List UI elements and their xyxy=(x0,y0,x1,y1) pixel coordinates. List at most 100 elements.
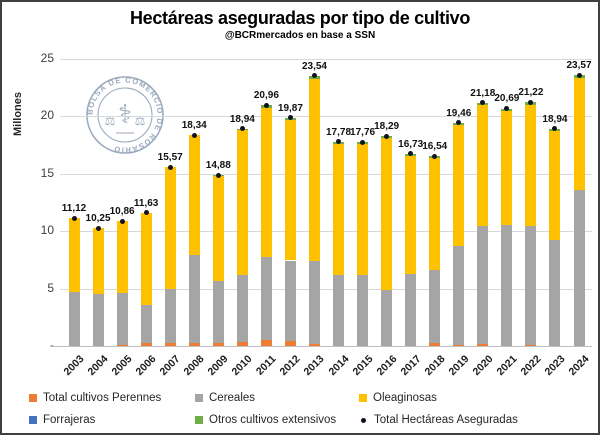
legend-item-oleaginosas: Oleaginosas xyxy=(359,392,437,404)
chart-subtitle: @BCRmercados en base a SSN xyxy=(224,30,376,41)
gridline xyxy=(60,59,592,60)
total-value-label: 20,96 xyxy=(253,90,279,102)
bar-segment-oleaginosas xyxy=(236,129,248,276)
legend-label: Total cultivos Perennes xyxy=(43,392,162,404)
total-marker-dot xyxy=(480,100,486,106)
legend-square-marker xyxy=(359,394,367,402)
bar-segment-cereales xyxy=(188,254,200,343)
bar-segment-oleaginosas xyxy=(116,221,128,293)
bar-segment-oleaginosas xyxy=(501,110,513,225)
bar-segment-oleaginosas xyxy=(549,130,561,241)
bar-segment-cereales xyxy=(333,274,345,346)
bar-segment-cereales xyxy=(501,224,513,346)
legend-square-marker xyxy=(29,394,37,402)
total-marker-dot xyxy=(552,126,558,132)
total-marker-dot xyxy=(119,218,125,224)
total-value-label: 16,54 xyxy=(422,141,448,153)
bar-segment-cereales xyxy=(477,226,489,344)
bar-segment-oleaginosas xyxy=(212,176,224,282)
total-value-label: 18,94 xyxy=(229,113,255,125)
bar-segment-oleaginosas xyxy=(573,77,585,190)
legend-label: Forrajeras xyxy=(43,414,96,426)
total-value-label: 18,94 xyxy=(542,113,568,125)
total-value-label: 20,69 xyxy=(494,93,520,105)
bar-segment-cereales xyxy=(260,257,272,340)
bar-segment-cereales xyxy=(429,269,441,344)
total-marker-dot xyxy=(336,139,342,145)
y-tick-label: 15 xyxy=(40,165,54,180)
bar-segment-oleaginosas xyxy=(284,120,296,261)
total-value-label: 15,57 xyxy=(157,152,183,164)
bar-segment-oleaginosas xyxy=(357,144,369,275)
legend-dot-marker xyxy=(361,417,366,423)
bar-segment-cereales xyxy=(212,281,224,343)
bar-segment-total-cultivos-perennes xyxy=(525,344,537,346)
bar-segment-total-cultivos-perennes xyxy=(116,344,128,346)
total-value-label: 17,78 xyxy=(326,126,352,138)
y-tick-label: 10 xyxy=(40,223,54,238)
legend: Total cultivos Perennes Cereales Oleaginos… xyxy=(2,386,598,433)
bar-segment-total-cultivos-perennes xyxy=(164,342,176,346)
total-marker-dot xyxy=(215,172,221,178)
y-tick-label: - xyxy=(50,338,54,352)
bar-segment-cereales xyxy=(549,240,561,346)
bar-segment-total-cultivos-perennes xyxy=(429,343,441,346)
legend-square-marker xyxy=(29,416,37,424)
total-value-label: 18,34 xyxy=(181,120,207,132)
bar-segment-cereales xyxy=(68,292,80,346)
bar-segment-oleaginosas xyxy=(477,105,489,227)
bar-segment-oleaginosas xyxy=(453,124,465,247)
legend-label: Oleaginosas xyxy=(373,392,437,404)
bar-segment-cereales xyxy=(357,274,369,346)
legend-label: Otros cultivos extensivos xyxy=(209,414,337,426)
bar-segment-oleaginosas xyxy=(333,144,345,275)
bar-segment-total-cultivos-perennes xyxy=(188,342,200,346)
bar-segment-oleaginosas xyxy=(260,107,272,258)
total-value-label: 19,46 xyxy=(446,107,472,119)
bar-segment-cereales xyxy=(308,261,320,345)
bar-segment-oleaginosas xyxy=(140,212,152,305)
bar-segment-oleaginosas xyxy=(308,78,320,262)
gridline xyxy=(60,116,592,118)
bar-segment-total-cultivos-perennes xyxy=(284,341,296,346)
total-marker-dot xyxy=(71,215,77,221)
total-value-label: 23,54 xyxy=(301,60,327,72)
y-tick-label: 20 xyxy=(40,108,54,123)
legend-square-marker xyxy=(195,416,203,424)
legend-item-otros-cultivos-extensivos: Otros cultivos extensivos xyxy=(195,414,336,426)
gridline xyxy=(60,173,592,175)
bar-segment-total-cultivos-perennes xyxy=(212,342,224,346)
total-value-label: 14,88 xyxy=(205,160,231,172)
legend-label: Cereales xyxy=(209,392,256,404)
bar-segment-total-cultivos-perennes xyxy=(260,339,272,346)
y-tick-label: 5 xyxy=(47,280,54,295)
total-value-label: 19,87 xyxy=(277,102,303,114)
bar-segment-total-cultivos-perennes xyxy=(308,344,320,346)
bar-segment-cereales xyxy=(92,294,104,346)
total-value-label: 11,63 xyxy=(133,197,159,209)
total-marker-dot xyxy=(167,164,173,170)
bar-segment-oleaginosas xyxy=(429,157,441,270)
bar-segment-oleaginosas xyxy=(92,228,104,295)
bar-segment-total-cultivos-perennes xyxy=(453,344,465,346)
bar-segment-total-cultivos-perennes xyxy=(477,343,489,346)
total-value-label: 21,22 xyxy=(518,87,544,99)
total-marker-dot xyxy=(384,133,390,139)
x-axis-line xyxy=(52,346,592,347)
bar-segment-cereales xyxy=(573,189,585,346)
gridline xyxy=(60,288,592,290)
bar-segment-cereales xyxy=(236,275,248,342)
total-marker-dot xyxy=(143,210,149,215)
total-value-label: 10,86 xyxy=(109,206,135,218)
bar-segment-total-cultivos-perennes xyxy=(140,342,152,346)
bar-segment-total-cultivos-perennes xyxy=(236,341,248,346)
legend-label: Total Hectáreas Aseguradas xyxy=(374,414,518,426)
legend-item-cereales: Cereales xyxy=(195,392,255,404)
total-marker-dot xyxy=(456,120,462,126)
total-marker-dot xyxy=(576,72,582,78)
bar-segment-oleaginosas xyxy=(68,218,80,293)
bar-segment-cereales xyxy=(140,304,152,343)
total-value-label: 17,76 xyxy=(350,127,376,139)
bar-segment-oleaginosas xyxy=(525,104,537,227)
